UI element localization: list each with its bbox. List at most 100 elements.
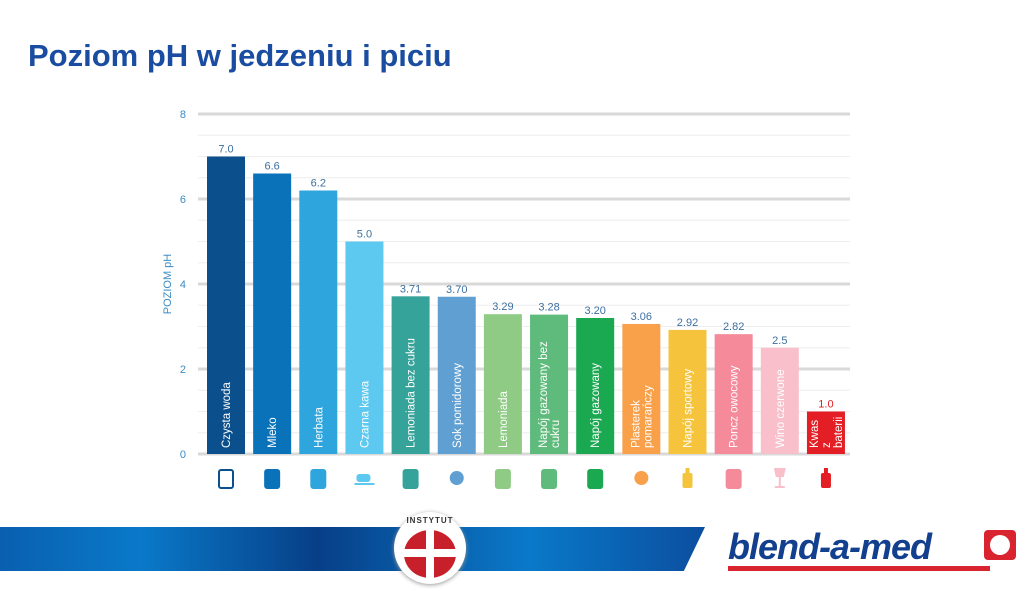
icon-shape <box>494 469 511 489</box>
category-label-line: Plasterek <box>630 400 642 448</box>
icon-shape <box>354 483 375 485</box>
category-label: Lemoniada bez cukru <box>406 338 418 448</box>
category-label-line: Napój gazowany bez <box>538 341 550 448</box>
category-label: Herbata <box>313 406 325 448</box>
icon-shape <box>310 469 327 489</box>
icon-shape <box>449 471 464 485</box>
can-icon <box>494 469 511 489</box>
icon-shape <box>774 486 785 488</box>
category-label-line: pomarańczy <box>642 385 654 448</box>
category-label: Napój sportowy <box>683 368 695 448</box>
water-glass-icon <box>218 469 234 489</box>
category-label: Napój gazowany bezcukru <box>538 341 562 448</box>
y-tick-label: 0 <box>180 449 186 461</box>
icon-shape <box>402 469 419 489</box>
icon-shape <box>773 468 786 477</box>
category-label: Kwaszbaterii <box>809 417 845 448</box>
category-label-line: Napój sportowy <box>683 368 695 448</box>
bar <box>207 156 245 454</box>
value-label: 5.0 <box>357 229 372 241</box>
value-label: 6.2 <box>311 178 326 190</box>
brand-name: blend-a-med <box>728 526 932 567</box>
can-icon <box>402 469 419 489</box>
category-label-line: Czysta woda <box>221 382 233 448</box>
category-label-line: Lemoniada <box>498 390 510 448</box>
coffee-cup-icon <box>354 474 375 485</box>
category-label: Napój gazowany <box>590 363 602 448</box>
icon-shape <box>218 469 234 489</box>
orange-slice-icon <box>634 471 649 485</box>
icon-shape <box>820 473 831 488</box>
y-tick-label: 4 <box>180 279 186 291</box>
page-title: Poziom pH w jedzeniu i piciu <box>28 38 452 73</box>
punch-glass-icon <box>725 469 742 489</box>
category-label: Mleko <box>267 417 279 448</box>
y-tick-label: 8 <box>180 109 186 121</box>
category-label-line: cukru <box>550 420 562 448</box>
bar <box>530 314 569 454</box>
value-label: 2.92 <box>677 317 698 329</box>
icon-shape <box>778 477 781 486</box>
icon-shape <box>356 474 371 482</box>
category-label-line: Herbata <box>313 406 325 448</box>
category-label: Czarna kawa <box>359 380 371 448</box>
category-label: Poncz owocowy <box>729 365 741 448</box>
category-label: Czysta woda <box>221 382 233 448</box>
value-label: 3.71 <box>400 283 421 295</box>
value-label: 3.28 <box>538 302 559 314</box>
bar <box>345 241 384 454</box>
category-label: Wino czerwone <box>775 369 787 448</box>
icon-shape <box>725 469 742 489</box>
y-axis-label: POZIOM pH <box>162 254 174 315</box>
value-label: 3.70 <box>446 284 467 296</box>
value-label: 2.5 <box>772 335 787 347</box>
icon-shape <box>634 471 649 485</box>
value-label: 1.0 <box>818 399 833 411</box>
bar <box>391 296 430 454</box>
bar <box>576 318 615 454</box>
bar <box>253 173 292 454</box>
milk-carton-icon <box>264 469 281 489</box>
icon-shape <box>541 469 558 489</box>
can-icon <box>587 469 604 489</box>
icon-shape <box>587 469 604 489</box>
icon-shape <box>682 473 693 488</box>
bar <box>714 334 753 454</box>
value-label: 3.29 <box>492 301 513 313</box>
category-label-line: Mleko <box>267 417 279 448</box>
category-label: Sok pomidorowy <box>452 363 464 448</box>
category-label: Plasterekpomarańczy <box>630 385 654 448</box>
bar <box>668 329 707 454</box>
blend-a-med-logo: blend-a-med <box>728 526 1018 572</box>
wine-glass-icon <box>773 468 786 488</box>
can-icon <box>541 469 558 489</box>
value-label: 7.0 <box>218 144 233 156</box>
bar <box>483 314 522 454</box>
category-label-line: baterii <box>833 417 845 448</box>
footer-band <box>0 527 705 571</box>
institute-seal-logo: INSTYTUT <box>394 512 466 584</box>
bar <box>437 296 476 454</box>
value-label: 3.06 <box>631 311 652 323</box>
battery-acid-bottle-icon <box>820 468 831 488</box>
seal-text: INSTYTUT <box>406 516 454 525</box>
category-label-line: z <box>821 442 833 448</box>
category-label-line: Kwas <box>809 420 821 448</box>
icon-shape <box>264 469 281 489</box>
bar <box>806 411 845 454</box>
bar <box>299 190 338 454</box>
y-tick-label: 2 <box>180 364 186 376</box>
tea-bag-icon <box>310 469 327 489</box>
value-label: 6.6 <box>265 161 280 173</box>
value-label: 3.20 <box>584 305 605 317</box>
category-label-line: Wino czerwone <box>775 369 787 448</box>
category-label-line: Lemoniada bez cukru <box>406 338 418 448</box>
tomato-icon <box>449 471 464 485</box>
category-label-line: Sok pomidorowy <box>452 363 464 448</box>
value-label: 2.82 <box>723 321 744 333</box>
category-label-line: Napój gazowany <box>590 363 602 448</box>
icon-shape <box>823 468 828 473</box>
category-label-line: Poncz owocowy <box>729 365 741 448</box>
category-label: Lemoniada <box>498 390 510 448</box>
y-tick-label: 6 <box>180 194 186 206</box>
